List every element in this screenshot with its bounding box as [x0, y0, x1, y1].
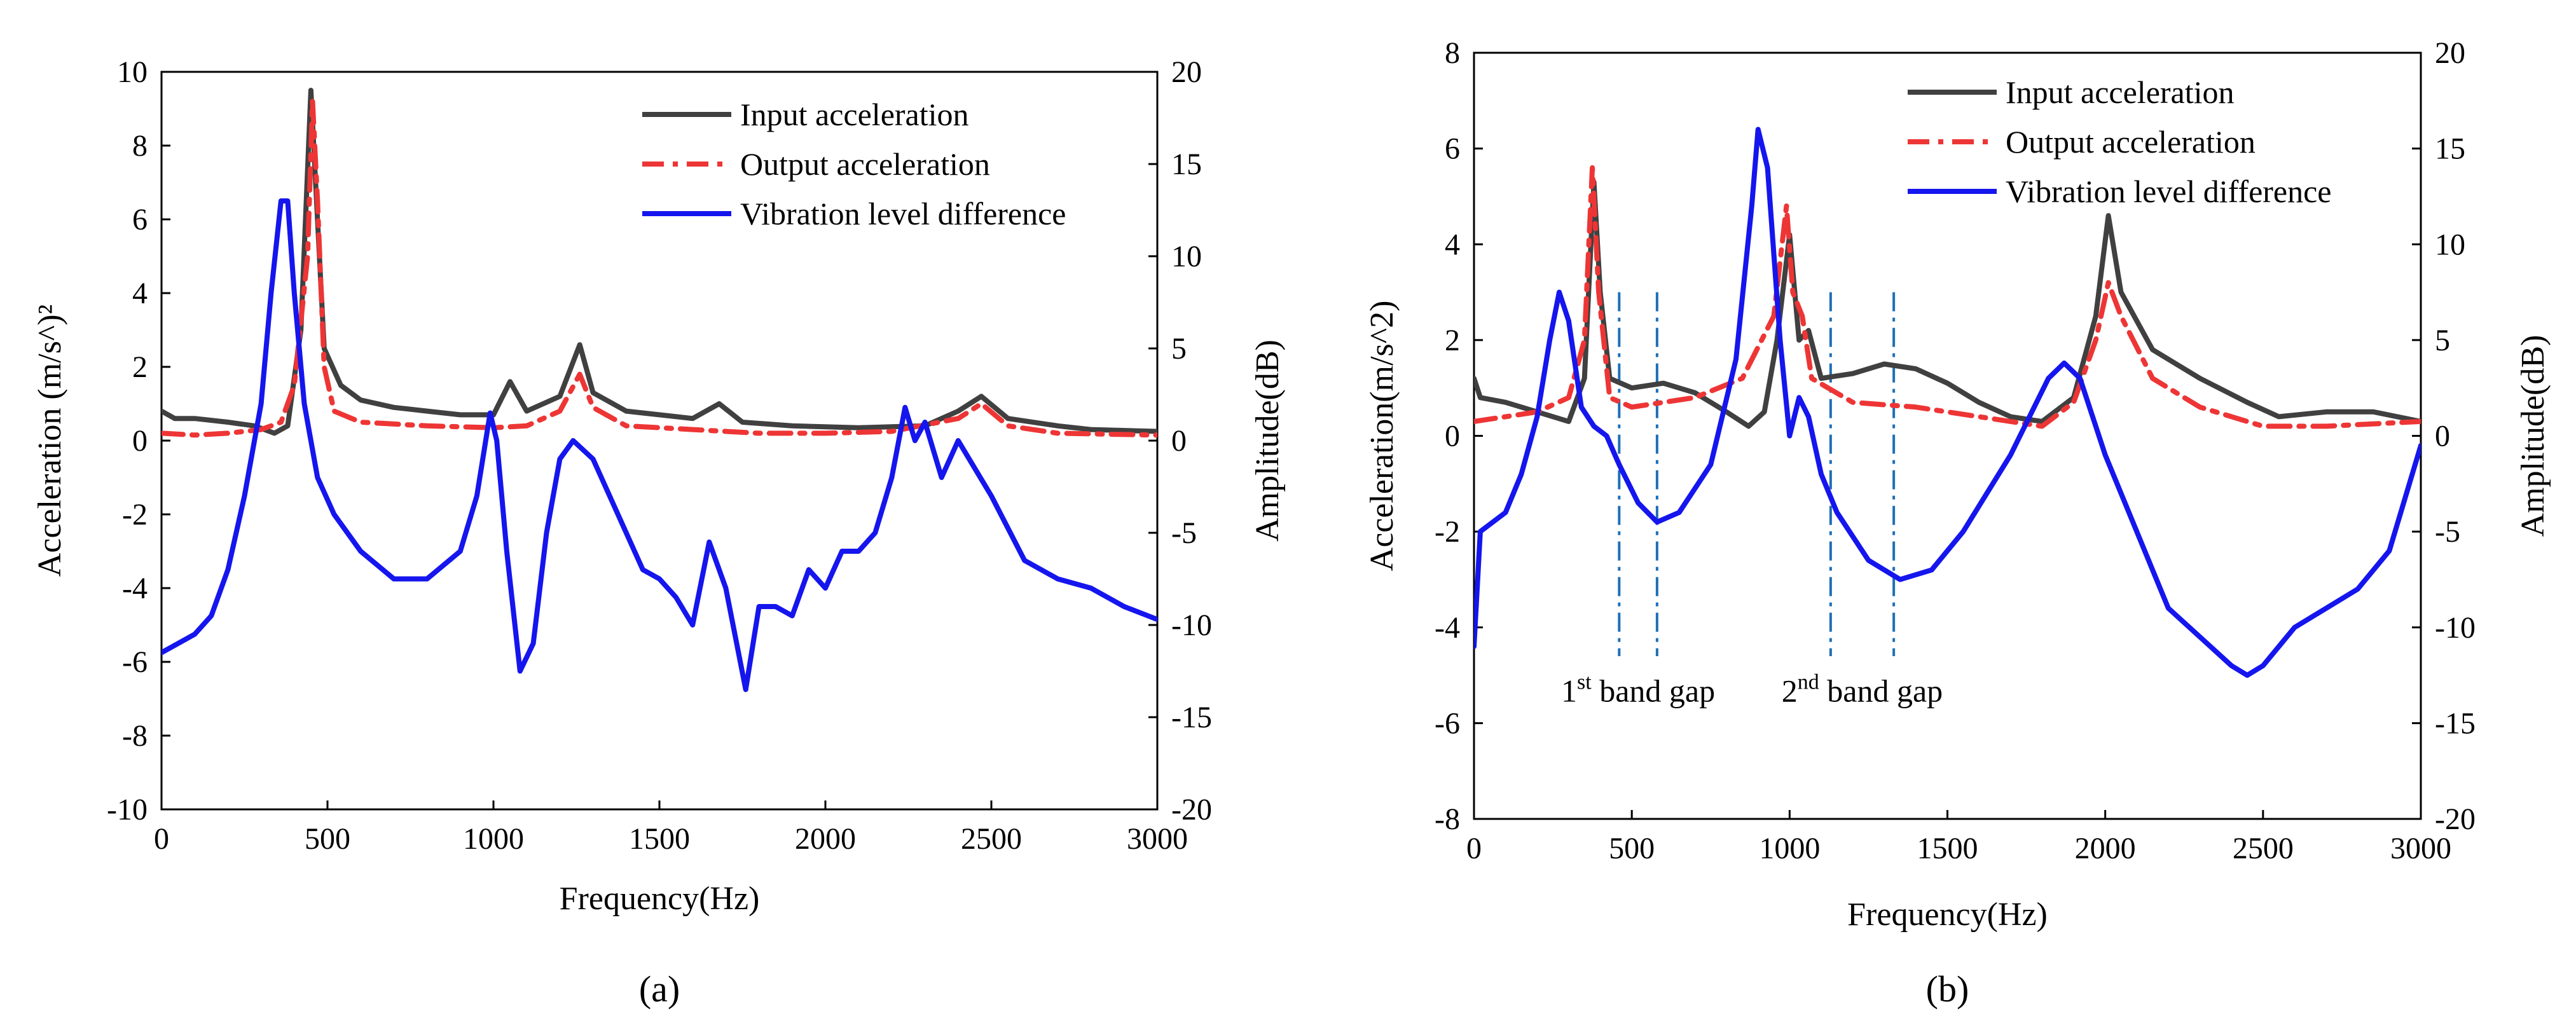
legend-label: Vibration level difference: [2006, 174, 2332, 209]
legend-label: Input acceleration: [2006, 74, 2235, 110]
y-left-tick-label: -8: [1435, 802, 1460, 836]
x-tick-label: 2500: [2233, 832, 2294, 865]
y-left-axis-title: Acceleration (m/s^)²: [32, 305, 68, 577]
chart-panel-a: 0 500 1000 1500 2000 2500 3000-10-8-6-4-202468…: [32, 55, 1286, 1010]
band-gap-rest: band gap: [1592, 673, 1715, 708]
y-right-tick-label: -20: [2435, 802, 2476, 836]
panel-label: (b): [1926, 968, 1969, 1010]
y-right-tick-label: -15: [2435, 706, 2476, 740]
y-left-tick-label: 2: [1445, 324, 1460, 357]
y-left-tick-label: 6: [132, 203, 148, 237]
y-left-axis-title: Acceleration(m/s^2): [1364, 301, 1400, 572]
y-right-tick-label: 5: [2435, 324, 2450, 357]
x-axis-title: Frequency(Hz): [560, 881, 760, 917]
band-gap-num: 1: [1561, 673, 1577, 708]
y-left-tick-label: -6: [1435, 706, 1460, 740]
y-left-tick-label: 8: [1445, 36, 1460, 70]
y-left-tick-label: -10: [107, 793, 148, 827]
band-gap-label: 2nd band gap: [1782, 670, 1943, 708]
y-right-tick-label: 20: [1171, 55, 1202, 89]
legend-label: Output acceleration: [740, 146, 990, 182]
y-left-tick-label: -4: [1435, 611, 1460, 645]
x-tick-label: 500: [1609, 832, 1655, 865]
y-right-tick-label: 15: [2435, 132, 2465, 166]
band-gap-label: 1st band gap: [1561, 670, 1715, 708]
y-left-tick-label: -8: [122, 719, 148, 753]
legend-label: Vibration level difference: [740, 196, 1066, 231]
y-left-tick-label: 10: [117, 55, 148, 89]
y-right-tick-label: -15: [1171, 701, 1212, 734]
y-left-tick-label: -6: [122, 645, 148, 679]
y-left-tick-label: -2: [122, 498, 148, 532]
series-line-output-acceleration: [1474, 165, 2421, 429]
y-left-tick-label: 0: [132, 424, 148, 458]
series-line-output-acceleration: [162, 99, 1157, 438]
band-gap-rest: band gap: [1819, 673, 1943, 708]
band-gap-sup: nd: [1798, 670, 1819, 694]
band-gap-sup: st: [1577, 670, 1592, 694]
series-line-input-acceleration: [1474, 179, 2421, 429]
y-left-tick-label: -4: [122, 572, 148, 605]
x-tick-label: 1500: [1917, 832, 1978, 865]
y-right-tick-label: -5: [2435, 515, 2460, 549]
x-tick-label: 1000: [463, 822, 524, 856]
y-left-tick-label: 2: [132, 350, 148, 384]
legend-label: Output acceleration: [2006, 124, 2256, 160]
x-tick-label: 0: [154, 822, 169, 856]
y-right-tick-label: -5: [1171, 516, 1197, 550]
y-right-tick-label: -10: [2435, 611, 2476, 645]
x-tick-label: 500: [305, 822, 350, 856]
panel-label: (a): [639, 968, 680, 1010]
y-right-axis-title: Amplitude(dB): [1250, 340, 1286, 542]
y-left-tick-label: 8: [132, 129, 148, 163]
chart-panel-b: 0 500 1000 1500 2000 2500 3000-8-6-4-202468-20…: [1364, 36, 2551, 1010]
series-group: [162, 88, 1157, 692]
series-group: [1474, 127, 2421, 678]
x-axis-title: Frequency(Hz): [1847, 896, 2048, 933]
y-left-tick-label: 0: [1445, 420, 1460, 453]
x-tick-label: 0: [1466, 832, 1482, 865]
y-right-tick-label: 0: [1171, 424, 1187, 458]
y-right-tick-label: 15: [1171, 148, 1202, 181]
x-tick-label: 2500: [961, 822, 1022, 856]
series-line-vibration-level-difference: [1474, 127, 2421, 678]
y-right-tick-label: -10: [1171, 608, 1212, 642]
y-right-tick-label: 5: [1171, 332, 1187, 366]
y-left-tick-label: -2: [1435, 515, 1460, 549]
x-tick-label: 1000: [1759, 832, 1820, 865]
legend-label: Input acceleration: [740, 97, 969, 132]
y-left-tick-label: 4: [132, 277, 148, 310]
series-line-vibration-level-difference: [162, 198, 1157, 692]
y-right-tick-label: 10: [2435, 228, 2465, 261]
y-right-tick-label: -20: [1171, 793, 1212, 827]
y-right-axis-title: Amplitude(dB): [2515, 335, 2551, 537]
y-right-tick-label: 10: [1171, 240, 1202, 273]
band-gap-num: 2: [1782, 673, 1798, 708]
x-tick-label: 3000: [2390, 832, 2451, 865]
x-tick-label: 1500: [629, 822, 690, 856]
y-left-tick-label: 6: [1445, 132, 1460, 166]
x-tick-label: 3000: [1127, 822, 1188, 856]
y-left-tick-label: 4: [1445, 228, 1460, 261]
y-right-tick-label: 0: [2435, 420, 2450, 453]
y-right-tick-label: 20: [2435, 36, 2465, 70]
x-tick-label: 2000: [795, 822, 856, 856]
x-tick-label: 2000: [2075, 832, 2136, 865]
